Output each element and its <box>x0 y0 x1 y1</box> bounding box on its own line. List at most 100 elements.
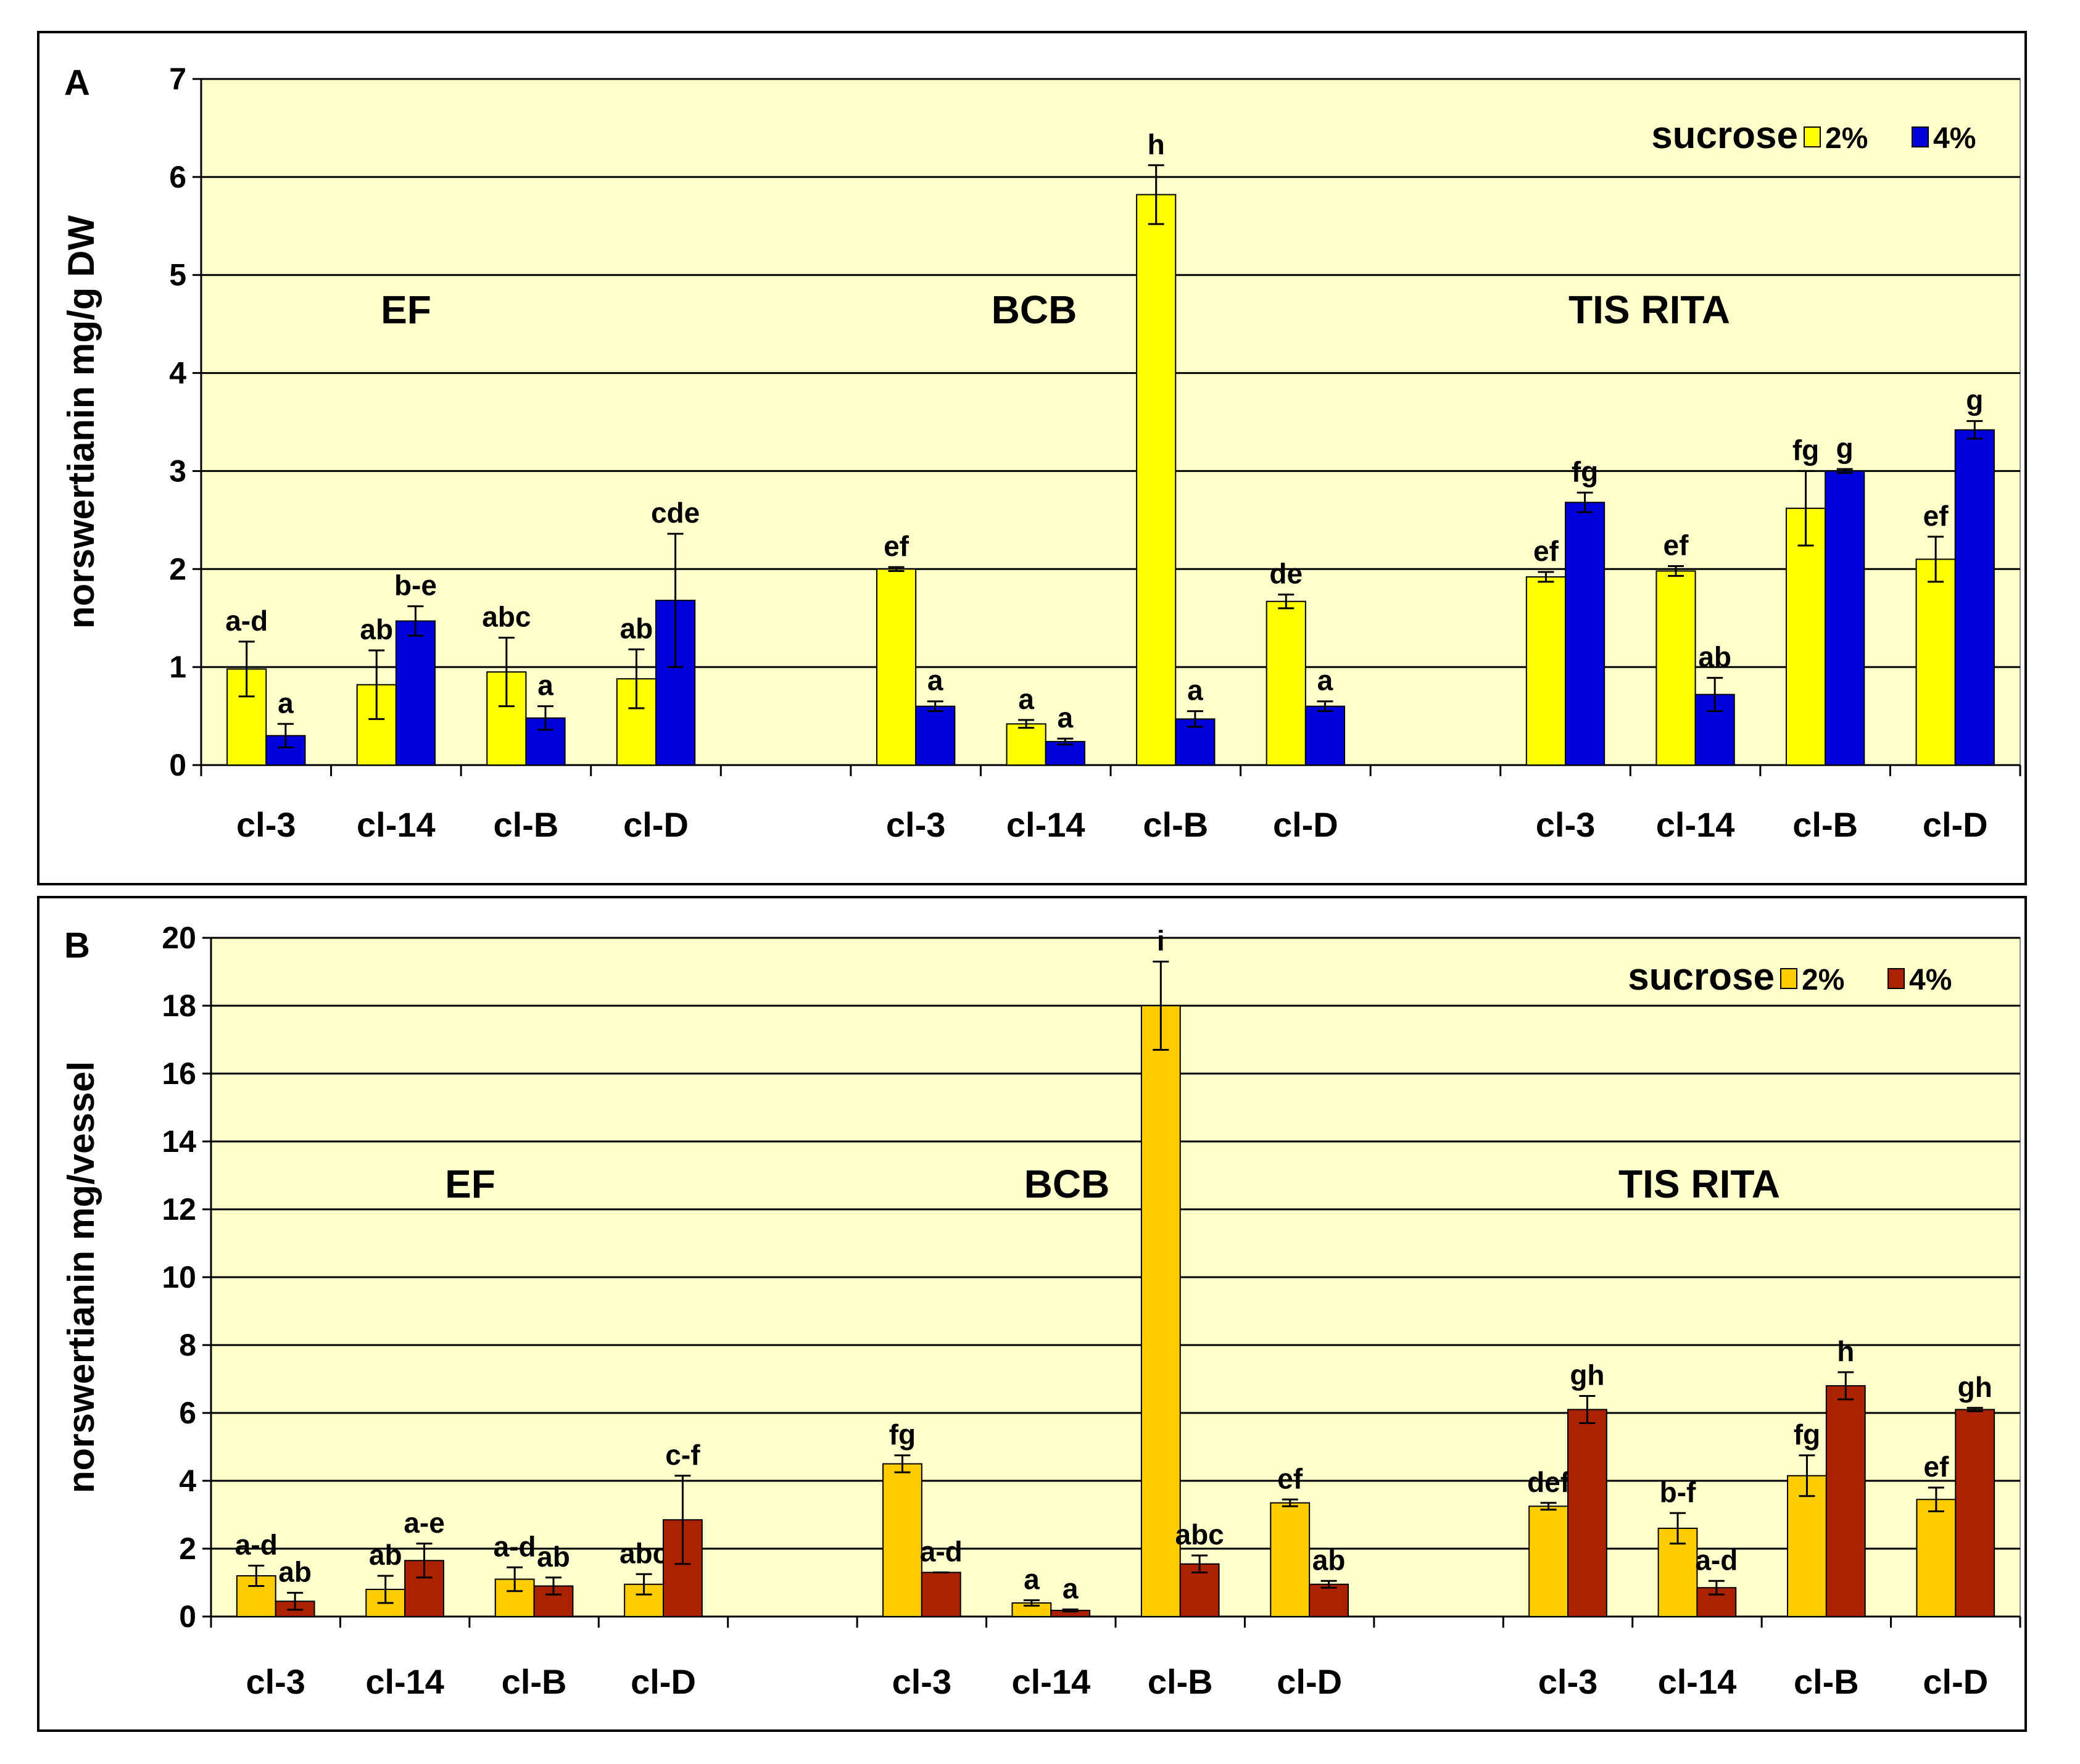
chart-a-y-tick-label: 4 <box>169 356 186 391</box>
chart-b-legend-label-2pct: 2% <box>1802 964 1844 996</box>
chart-a-bar-4pct <box>1304 705 1346 766</box>
chart-b-y-tick-label: 18 <box>162 988 196 1023</box>
chart-a-legend-title: sucrose <box>1651 114 1798 157</box>
chart-a-bar-2pct <box>876 568 917 766</box>
chart-a-group-title: TIS RITA <box>1568 288 1730 332</box>
chart-b-category-label: cl-14 <box>1011 1662 1090 1701</box>
chart-a-bar-2pct <box>1915 558 1956 766</box>
chart-a-group-title: BCB <box>992 288 1077 332</box>
chart-a-bar-4pct <box>1825 470 1865 766</box>
chart-b-y-tick-label: 14 <box>162 1124 196 1159</box>
chart-a-significance-letter: a <box>1317 665 1333 697</box>
chart-a-category-label: cl-D <box>1273 805 1338 844</box>
chart-a-y-tick-label: 2 <box>169 552 186 586</box>
chart-a-significance-letter: b-e <box>394 569 437 602</box>
chart-b-significance-letter: fg <box>1794 1418 1820 1451</box>
chart-b-significance-letter: i <box>1157 925 1165 957</box>
chart-b-significance-letter: ab <box>369 1539 402 1571</box>
chart-a-category-label: cl-3 <box>886 805 946 844</box>
chart-a-bar-4pct <box>915 705 956 766</box>
chart-a-significance-letter: ab <box>620 613 653 645</box>
chart-a-bar-2pct <box>1006 723 1046 766</box>
chart-b-bar-4pct <box>1309 1583 1349 1617</box>
chart-a-significance-letter: ef <box>1533 535 1559 567</box>
chart-b-category-label: cl-3 <box>1538 1662 1598 1701</box>
chart-a-legend-swatch-4pct <box>1912 126 1929 147</box>
chart-b-y-tick-label: 8 <box>179 1328 196 1362</box>
chart-b-bar-4pct <box>1955 1409 1995 1617</box>
chart-a-significance-letter: g <box>1966 384 1983 416</box>
chart-a-y-tick-label: 0 <box>169 748 186 782</box>
chart-a-significance-letter: a-d <box>225 605 268 637</box>
chart-a-category-label: cl-B <box>1792 805 1858 844</box>
chart-b-bar-2pct <box>1140 1005 1181 1617</box>
chart-b-significance-letter: abc <box>619 1537 668 1569</box>
chart-a-bar-4pct <box>395 620 436 766</box>
chart-b-y-tick-label: 0 <box>179 1599 196 1634</box>
chart-b-significance-letter: a <box>1063 1572 1079 1604</box>
chart-a-significance-letter: a <box>927 665 943 697</box>
chart-b-significance-letter: ef <box>1923 1451 1949 1483</box>
chart-b-group-title: TIS RITA <box>1618 1162 1780 1206</box>
chart-b-legend-swatch-2pct <box>1780 968 1797 989</box>
chart-a-y-tick-label: 3 <box>169 453 186 488</box>
chart-b-category-label: cl-3 <box>246 1662 305 1701</box>
chart-b-legend-swatch-4pct <box>1887 968 1905 989</box>
chart-a-significance-letter: a <box>278 687 294 719</box>
chart-b-group-title: EF <box>445 1162 495 1206</box>
chart-b-category-label: cl-3 <box>892 1662 952 1701</box>
chart-a-significance-letter: a <box>1058 702 1074 734</box>
chart-b-category-label: cl-B <box>502 1662 567 1701</box>
chart-a-bar-4pct <box>1565 502 1606 766</box>
chart-b-bar-4pct <box>921 1571 961 1617</box>
chart-b-category-label: cl-B <box>1794 1662 1859 1701</box>
chart-a-category-label: cl-14 <box>357 805 436 844</box>
chart-a-legend-label-4pct: 4% <box>1933 122 1976 155</box>
chart-b-significance-letter: c-f <box>665 1439 700 1471</box>
chart-b-legend-title: sucrose <box>1628 956 1775 998</box>
chart-b-bar-2pct <box>1270 1502 1311 1617</box>
chart-a-legend-swatch-2pct <box>1804 126 1821 147</box>
chart-b-category-label: cl-D <box>631 1662 696 1701</box>
chart-a-significance-letter: ab <box>360 613 393 645</box>
chart-a-y-axis-label: norswertianin mg/g DW <box>60 215 102 629</box>
chart-b-bar-4pct <box>1567 1409 1607 1617</box>
chart-a-category-label: cl-B <box>494 805 559 844</box>
chart-a-significance-letter: de <box>1269 558 1303 590</box>
chart-b-significance-letter: ab <box>1312 1544 1346 1576</box>
chart-b-y-tick-label: 20 <box>162 921 196 955</box>
chart-b-significance-letter: a-d <box>494 1530 536 1562</box>
chart-a-bar-2pct <box>1525 576 1567 766</box>
chart-a-bar-2pct <box>1785 507 1826 766</box>
chart-a-bar-4pct <box>1954 429 1995 766</box>
chart-a-category-label: cl-14 <box>1006 805 1085 844</box>
chart-b-significance-letter: a-e <box>404 1507 444 1539</box>
chart-a-significance-letter: ef <box>1664 529 1689 561</box>
chart-b-significance-letter: a-d <box>235 1529 278 1561</box>
chart-b-category-label: cl-14 <box>1658 1662 1737 1701</box>
chart-b-y-tick-label: 2 <box>179 1531 196 1566</box>
chart-a-legend-label-2pct: 2% <box>1825 122 1868 155</box>
chart-a-bar-2pct <box>1136 194 1177 766</box>
chart-b-significance-letter: b-f <box>1660 1476 1696 1508</box>
chart-a-category-label: cl-D <box>1923 805 1988 844</box>
chart-b-category-label: cl-B <box>1148 1662 1213 1701</box>
chart-a-category-label: cl-14 <box>1656 805 1735 844</box>
chart-a-category-label: cl-3 <box>236 805 296 844</box>
chart-a-panel-label: A <box>64 63 90 103</box>
chart-b-significance-letter: abc <box>1175 1518 1224 1551</box>
chart-b-category-label: cl-14 <box>365 1662 444 1701</box>
chart-b-category-label: cl-D <box>1277 1662 1342 1701</box>
chart-a-significance-letter: a <box>537 669 553 702</box>
chart-b-significance-letter: gh <box>1958 1371 1992 1403</box>
chart-b-bar-2pct <box>882 1463 922 1617</box>
chart-a-significance-letter: ef <box>884 530 909 562</box>
chart-b-bar-4pct <box>1825 1385 1866 1617</box>
chart-b-bar-2pct <box>1916 1499 1957 1617</box>
chart-b-legend-label-4pct: 4% <box>1909 964 1952 996</box>
chart-a-bar-2pct <box>1655 570 1696 766</box>
chart-b-significance-letter: gh <box>1570 1359 1604 1391</box>
